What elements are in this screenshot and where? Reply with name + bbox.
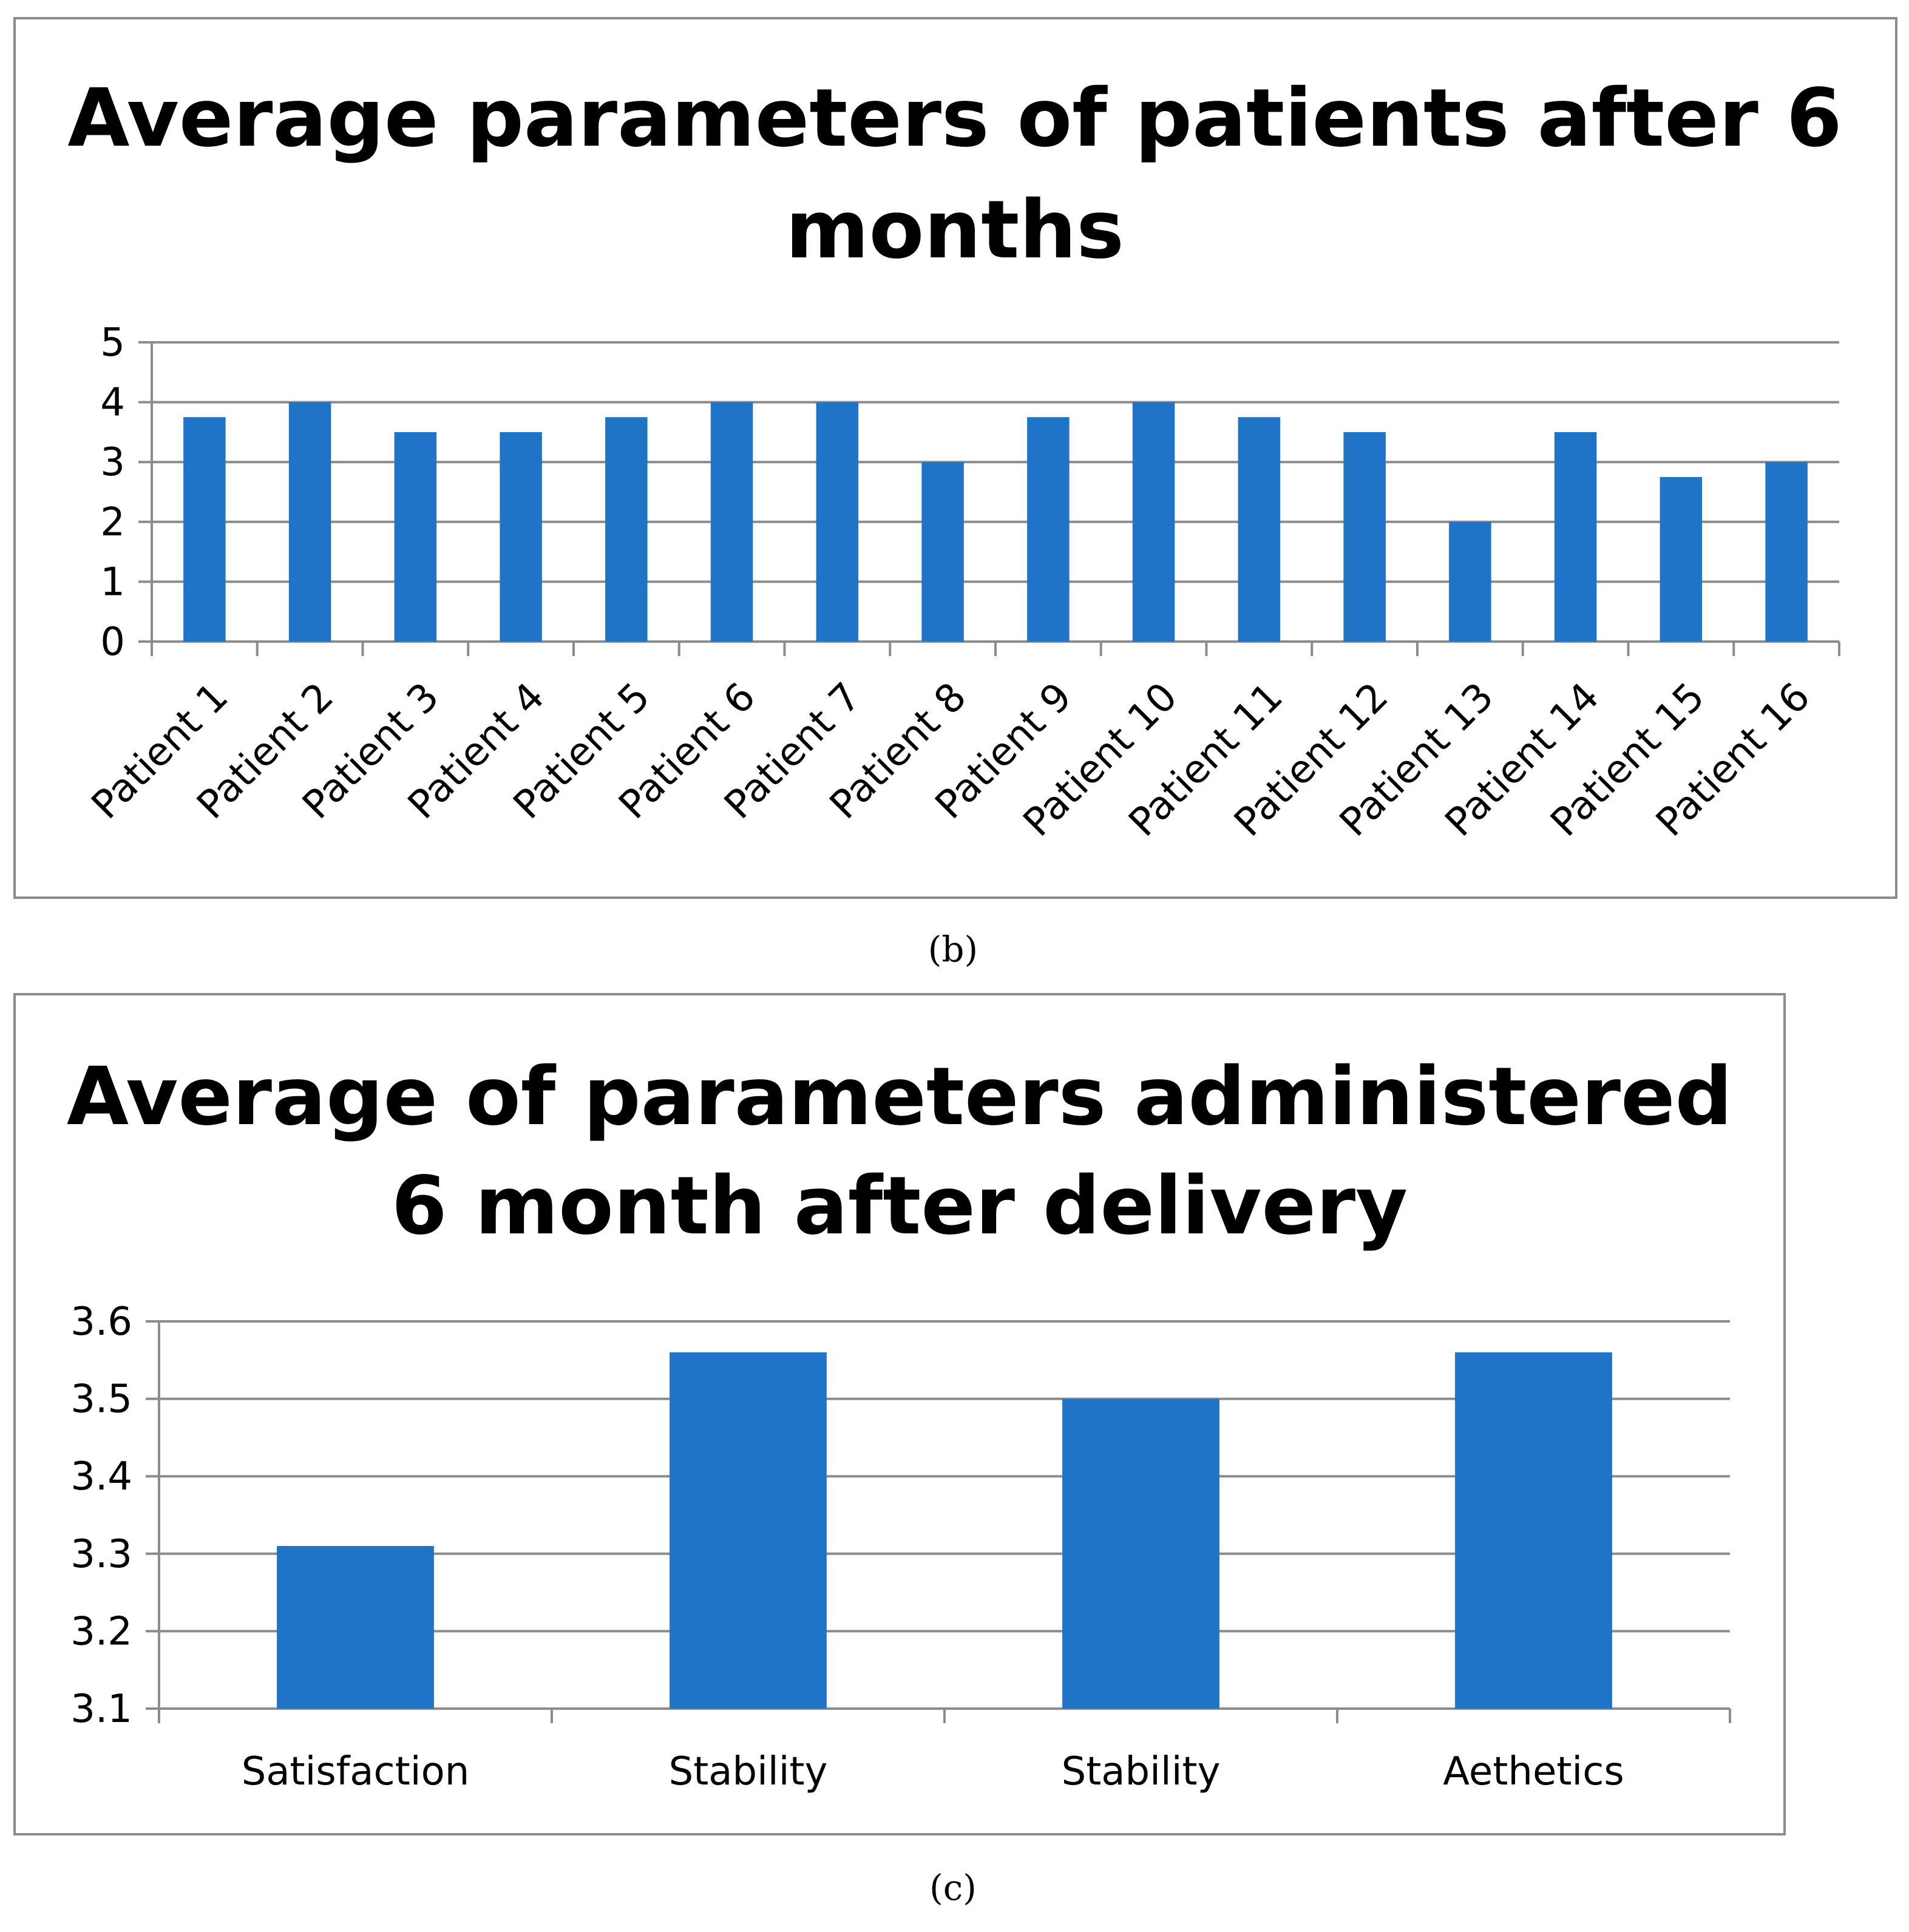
chart-b-caption: (b) [927,929,978,970]
chart-c-y-tick-label: 3.3 [70,1532,132,1577]
chart-c-x-tick-label: Aethetics [1443,1749,1624,1794]
chart-c-caption: (c) [929,1867,977,1908]
chart-c-title-line: 6 month after delivery [392,1159,1408,1253]
chart-c-x-tick-label: Satisfaction [242,1749,470,1794]
chart-b-y-tick-label: 5 [100,320,125,365]
chart-b-bar [1343,432,1386,642]
chart-b-bar [1238,417,1281,642]
chart-c-y-tick-label: 3.4 [70,1454,132,1499]
chart-b-bar [1660,476,1703,642]
chart-c-x-tick-label: Stability [669,1749,828,1794]
chart-b-bar [921,462,964,642]
chart-b-bar [1765,462,1808,642]
chart-c-bar [1455,1352,1612,1709]
chart-b-y-tick-label: 0 [100,620,125,665]
chart-b-title-line: Average parameters of patients after 6 [67,72,1842,165]
chart-b-title-line: months [785,183,1124,277]
chart-c-x-tick-label: Stability [1062,1749,1221,1794]
chart-b-bar [500,432,542,642]
chart-c-y-tick-label: 3.5 [70,1377,132,1422]
chart-c-bar [277,1546,434,1709]
chart-c-y-tick-label: 3.2 [70,1609,132,1654]
chart-b-y-tick-label: 2 [100,500,125,545]
chart-b-y-tick-label: 4 [100,381,125,425]
chart-c-title-line: Average of parameters administered [67,1050,1732,1144]
chart-b-bar [1027,417,1070,642]
chart-b-bar [605,417,648,642]
chart-b-bar [183,417,226,642]
chart-c-bar [1062,1398,1219,1709]
chart-b-bar [288,402,331,642]
chart-b-bar [1132,402,1175,642]
chart-c-bar [670,1352,827,1709]
chart-c-y-tick-label: 3.6 [70,1300,132,1344]
chart-c-y-tick-label: 3.1 [70,1687,132,1732]
chart-b-y-tick-label: 3 [100,440,125,485]
chart-b-bar [710,402,753,642]
chart-b-bar [1449,521,1491,642]
chart-b-y-tick-label: 1 [100,560,125,605]
chart-b-bar [816,402,859,642]
chart-b-bar [1554,432,1597,642]
chart-b-bar [394,432,437,642]
